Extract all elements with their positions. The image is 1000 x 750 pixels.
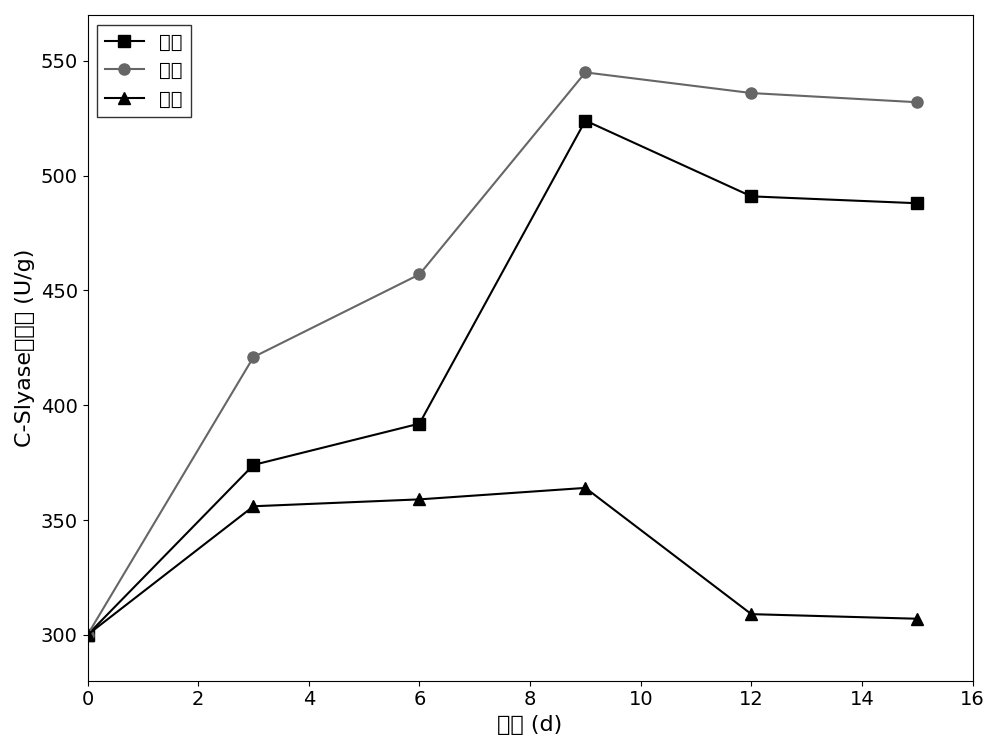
Y-axis label: C-Slyase比活力 (U/g): C-Slyase比活力 (U/g) <box>15 249 35 447</box>
Legend: 纳米, 普通, 开口: 纳米, 普通, 开口 <box>97 25 191 117</box>
X-axis label: 时间 (d): 时间 (d) <box>497 715 563 735</box>
